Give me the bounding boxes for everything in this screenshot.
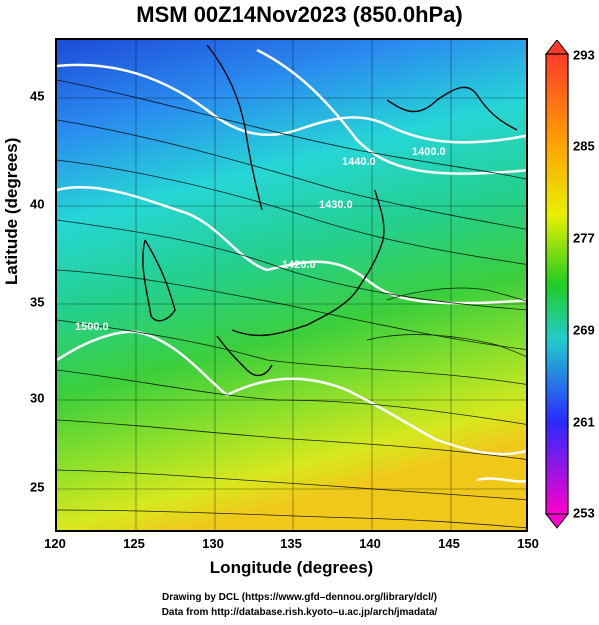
colorbar-bar [545, 53, 569, 515]
colorbar-label: 253 [573, 505, 595, 521]
credit-data: Data from http://database.rish.kyoto–u.a… [161, 607, 438, 618]
colorbar-label: 261 [573, 414, 595, 430]
colorbar-label: 269 [573, 322, 595, 338]
x-tick: 125 [123, 536, 145, 551]
colorbar-label: 285 [573, 138, 595, 154]
x-tick: 140 [359, 536, 381, 551]
colorbar-bottom-arrow [544, 513, 570, 529]
y-tick: 30 [30, 390, 45, 406]
x-tick: 120 [44, 536, 66, 551]
colorbar [544, 40, 570, 529]
map-title: MSM 00Z14Nov2023 (850.0hPa) [136, 2, 463, 27]
y-tick: 40 [30, 196, 45, 212]
colorbar-top-arrow [544, 40, 570, 55]
x-axis-label: Longitude (degrees) [209, 558, 374, 577]
colorbar-label: 293 [573, 47, 595, 63]
colorbar-label: 277 [573, 230, 595, 246]
contour-label-1440: 1440.0 [342, 156, 376, 168]
x-tick: 130 [202, 536, 224, 551]
contour-label-1420: 1420.0 [282, 259, 316, 271]
x-tick: 145 [438, 536, 460, 551]
credit-drawing: Drawing by DCL (https://www.gfd–dennou.o… [161, 592, 437, 603]
y-tick: 35 [30, 294, 45, 310]
x-tick: 150 [517, 536, 539, 551]
temperature-field: 1400.0 1440.0 1430.0 1420.0 1500.0 [57, 40, 526, 530]
y-axis-label: Latitude (degrees) [2, 137, 21, 285]
map-plot-area: 1400.0 1440.0 1430.0 1420.0 1500.0 [55, 38, 528, 532]
contour-label-1400: 1400.0 [412, 146, 446, 158]
y-tick: 45 [30, 88, 45, 104]
contour-label-1500: 1500.0 [75, 321, 109, 333]
contour-label-1430: 1430.0 [319, 199, 353, 211]
x-tick: 135 [280, 536, 302, 551]
y-tick: 25 [30, 479, 45, 495]
